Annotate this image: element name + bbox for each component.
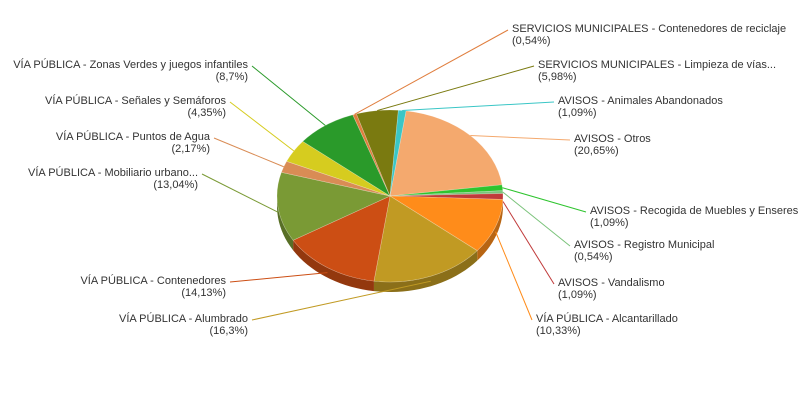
slice-category-label: VÍA PÚBLICA - Contenedores (80, 274, 226, 287)
slice-percent-label: (1,09%) (558, 289, 597, 301)
slice-percent-label: (8,7%) (216, 71, 248, 83)
slice-category-label: SERVICIOS MUNICIPALES - Contenedores de … (512, 23, 786, 35)
leader-line (377, 66, 534, 111)
leader-line (252, 281, 431, 320)
slice-category-label: VÍA PÚBLICA - Alcantarillado (536, 312, 678, 325)
leader-line (496, 232, 532, 320)
leader-line (252, 66, 325, 125)
slice-category-label: VÍA PÚBLICA - Zonas Verdes y juegos infa… (13, 58, 248, 71)
pie-slice-layer (277, 110, 503, 282)
leader-line (503, 192, 570, 246)
slice-percent-label: (2,17%) (171, 143, 210, 155)
slice-category-label: AVISOS - Otros (574, 133, 651, 145)
slice-percent-label: (13,04%) (153, 179, 198, 191)
slice-percent-label: (5,98%) (538, 71, 577, 83)
slice-percent-label: (14,13%) (181, 287, 226, 299)
slice-category-label: AVISOS - Recogida de Muebles y Enseres (590, 205, 799, 217)
leader-line (470, 136, 570, 140)
pie-slice (390, 111, 502, 196)
slice-category-label: AVISOS - Animales Abandonados (558, 95, 723, 107)
leader-line (230, 273, 327, 282)
slice-category-label: VÍA PÚBLICA - Mobiliario urbano... (28, 166, 198, 179)
slice-category-label: AVISOS - Registro Municipal (574, 239, 714, 251)
slice-percent-label: (1,09%) (590, 217, 629, 229)
slice-category-label: AVISOS - Vandalismo (558, 277, 665, 289)
leader-line (355, 30, 508, 114)
slice-category-label: SERVICIOS MUNICIPALES - Limpieza de vías… (538, 59, 776, 71)
slice-percent-label: (20,65%) (574, 145, 619, 157)
slice-category-label: VÍA PÚBLICA - Alumbrado (119, 312, 248, 325)
slice-percent-label: (4,35%) (187, 107, 226, 119)
leader-line (214, 138, 284, 167)
leader-line (402, 102, 554, 111)
leader-line (230, 102, 294, 151)
leader-line (502, 188, 586, 212)
slice-percent-label: (10,33%) (536, 325, 581, 337)
slice-category-label: VÍA PÚBLICA - Puntos de Agua (56, 130, 211, 143)
leader-line (503, 202, 554, 284)
leader-line (202, 174, 278, 212)
slice-percent-label: (1,09%) (558, 107, 597, 119)
slice-percent-label: (0,54%) (574, 251, 613, 263)
slice-percent-label: (16,3%) (209, 325, 248, 337)
slice-percent-label: (0,54%) (512, 35, 551, 47)
slice-category-label: VÍA PÚBLICA - Señales y Semáforos (45, 94, 226, 107)
